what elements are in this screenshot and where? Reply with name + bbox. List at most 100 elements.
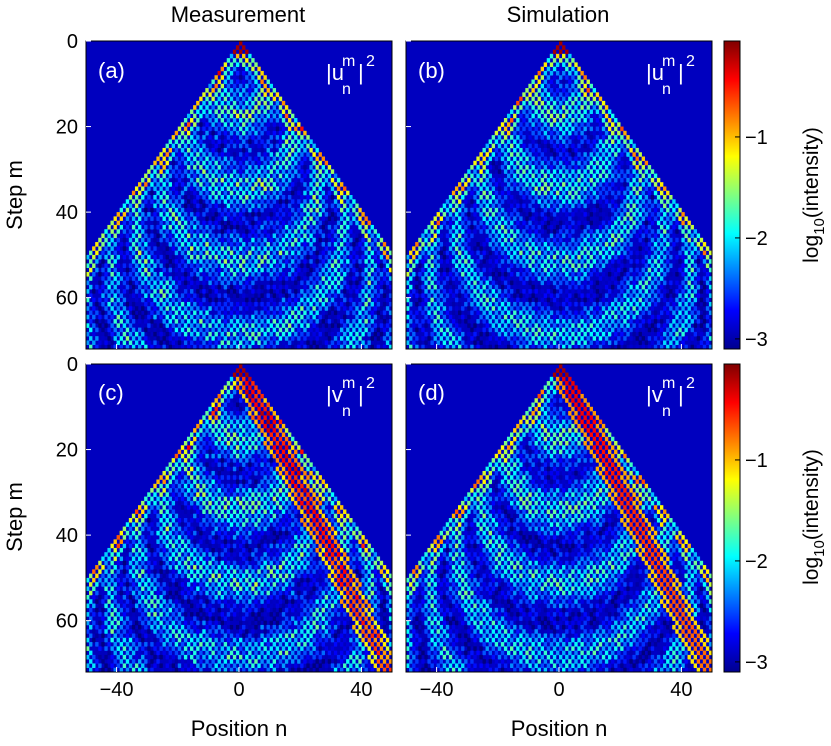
heatmap-cell: [281, 297, 286, 303]
heatmap-cell: [223, 428, 228, 433]
heatmap-cell: [284, 267, 289, 273]
heatmap-cell: [355, 306, 359, 311]
heatmap-cell: [555, 250, 560, 256]
heatmap-cell: [617, 147, 621, 153]
heatmap-cell: [107, 319, 111, 324]
heatmap-cell: [678, 319, 682, 324]
heatmap-cell: [650, 280, 655, 286]
heatmap-cell: [248, 250, 252, 256]
heatmap-cell: [623, 267, 627, 273]
heatmap-cell: [506, 301, 511, 307]
heatmap-cell: [586, 122, 590, 127]
heatmap-cell: [678, 344, 682, 350]
heatmap-cell: [272, 284, 277, 290]
heatmap-cell: [150, 173, 154, 179]
heatmap-cell: [269, 212, 273, 217]
heatmap-cell: [568, 79, 572, 85]
heatmap-cell: [552, 306, 557, 311]
heatmap-cell: [470, 182, 474, 187]
heatmap-cell: [245, 58, 249, 63]
heatmap-cell: [239, 229, 243, 234]
heatmap-cell: [217, 445, 221, 450]
heatmap-cell: [513, 336, 517, 341]
heatmap-cell: [497, 280, 502, 286]
heatmap-cell: [242, 428, 246, 433]
heatmap-cell: [251, 331, 255, 337]
heatmap-cell: [672, 199, 676, 204]
heatmap-cell: [580, 182, 584, 187]
heatmap-cell: [537, 267, 541, 273]
heatmap-cell: [555, 224, 560, 230]
heatmap-cell: [650, 297, 655, 303]
heatmap-cell: [525, 165, 529, 170]
heatmap-cell: [113, 259, 117, 264]
heatmap-cell: [199, 147, 203, 153]
heatmap-cell: [324, 331, 329, 337]
heatmap-cell: [528, 280, 532, 286]
heatmap-cell: [297, 139, 301, 144]
heatmap-cell: [592, 190, 597, 196]
heatmap-cell: [604, 344, 609, 350]
heatmap-cell: [537, 96, 541, 102]
heatmap-cell: [467, 220, 471, 226]
heatmap-cell: [635, 182, 639, 187]
heatmap-cell: [144, 199, 148, 204]
heatmap-cell: [632, 323, 636, 328]
heatmap-cell: [257, 246, 261, 251]
heatmap-cell: [98, 314, 102, 320]
heatmap-cell: [485, 229, 489, 234]
heatmap-cell: [421, 259, 425, 264]
heatmap-cell: [324, 297, 329, 303]
heatmap-cell: [278, 301, 283, 307]
heatmap-cell: [162, 173, 166, 179]
heatmap-cell: [217, 310, 221, 316]
heatmap-cell: [346, 207, 350, 213]
heatmap-cell: [552, 331, 557, 337]
heatmap-cell: [278, 336, 283, 341]
heatmap-cell: [525, 327, 529, 333]
heatmap-cell: [540, 254, 544, 260]
heatmap-cell: [202, 415, 206, 420]
heatmap-cell: [595, 323, 600, 328]
heatmap-cell: [119, 276, 124, 281]
heatmap-cell: [251, 126, 255, 132]
heatmap-cell: [263, 272, 267, 277]
heatmap-cell: [555, 173, 560, 179]
heatmap-cell: [272, 182, 277, 187]
heatmap-cell: [385, 323, 390, 328]
heatmap-cell: [284, 310, 289, 316]
heatmap-cell: [110, 246, 114, 251]
heatmap-cell: [614, 118, 618, 123]
heatmap-cell: [287, 246, 292, 251]
heatmap-cell: [278, 276, 283, 281]
heatmap-cell: [540, 109, 544, 115]
heatmap-cell: [565, 331, 569, 337]
heatmap-cell: [202, 423, 206, 429]
heatmap-cell: [208, 177, 212, 183]
heatmap-cell: [272, 310, 277, 316]
heatmap-cell: [549, 62, 554, 67]
heatmap-cell: [214, 92, 218, 97]
heatmap-cell: [681, 323, 685, 328]
heatmap-cell: [86, 331, 90, 337]
heatmap-cell: [367, 280, 371, 286]
heatmap-cell: [595, 100, 600, 106]
heatmap-cell: [217, 79, 221, 85]
heatmap-cell: [269, 441, 273, 446]
heatmap-cell: [601, 143, 606, 149]
heatmap-cell: [500, 156, 505, 162]
heatmap-cell: [223, 436, 228, 442]
heatmap-cell: [552, 195, 557, 200]
heatmap-cell: [266, 105, 270, 110]
heatmap-cell: [470, 344, 474, 350]
heatmap-cell: [104, 314, 108, 320]
heatmap-cell: [675, 212, 679, 217]
heatmap-cell: [543, 165, 548, 170]
heatmap-cell: [537, 216, 541, 221]
heatmap-cell: [568, 130, 572, 136]
heatmap-cell: [611, 147, 615, 153]
heatmap-cell: [506, 216, 511, 221]
heatmap-cell: [595, 237, 600, 243]
heatmap-cell: [669, 203, 673, 209]
heatmap-cell: [284, 113, 289, 119]
